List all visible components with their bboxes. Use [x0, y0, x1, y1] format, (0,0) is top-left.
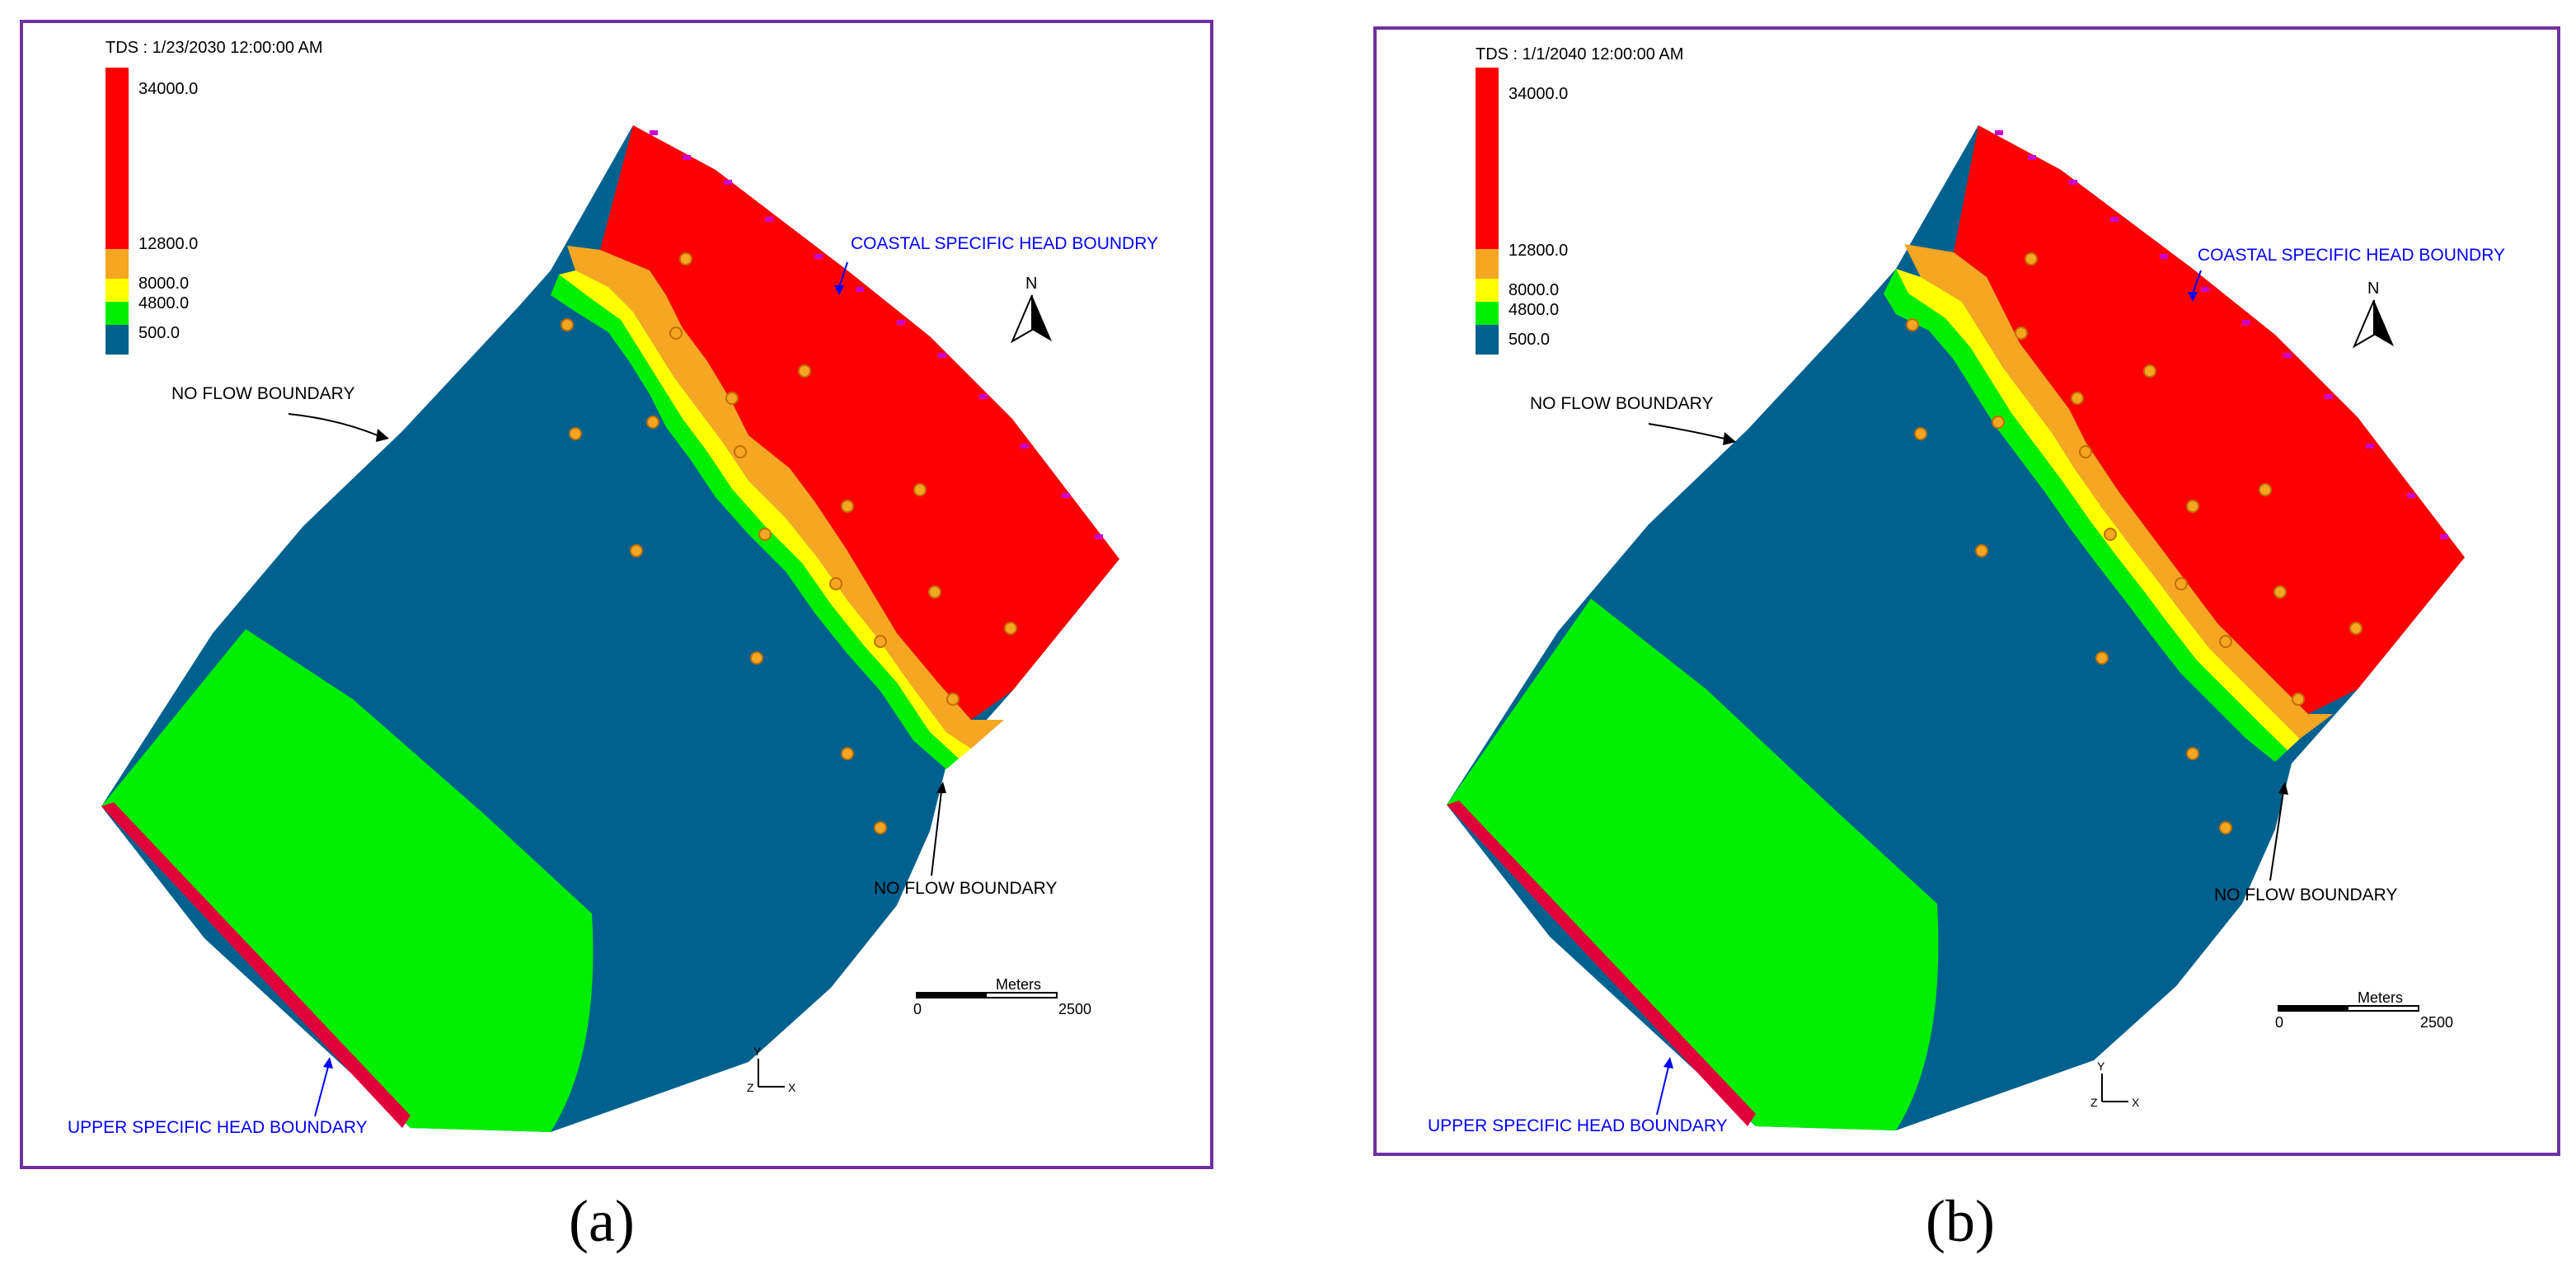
no-flow-arrow-top [288, 413, 378, 436]
axis-y-label: Y [753, 1045, 762, 1058]
green-zone-a [101, 629, 594, 1132]
green-zone-b [1447, 599, 1939, 1130]
transition-orange-a [567, 246, 1004, 749]
axis-triad-icon: Y Z X [747, 1045, 796, 1094]
scale-bar: Meters 0 2500 [913, 976, 1091, 1017]
caption-a: (a) [569, 1188, 635, 1254]
no-flow-arrow-top [1648, 423, 1725, 439]
legend-value: 4800.0 [1509, 301, 1559, 319]
coastal-boundary-label: COASTAL SPECIFIC HEAD BOUNDRY [2198, 246, 2505, 265]
legend-swatch-red [106, 68, 129, 249]
no-flow-arrow-top-head [376, 429, 389, 442]
no-flow-arrow-bottom [2269, 791, 2284, 881]
coastal-boundary-cells-b [1995, 130, 2448, 539]
legend-value: 4800.0 [138, 294, 189, 312]
legend-value: 34000.0 [1509, 85, 1568, 103]
upper-arrow [1656, 1066, 1669, 1116]
no-flow-label-top: NO FLOW BOUNDARY [1530, 394, 1713, 413]
axis-y-label: Y [2097, 1060, 2105, 1073]
tds-legend-a: 34000.0 12800.0 8000.0 4800.0 500.0 [106, 68, 198, 355]
no-flow-arrow-bottom-head [2278, 782, 2288, 795]
caption-b: (b) [1926, 1188, 1995, 1254]
north-label: N [1025, 275, 1037, 293]
scale-bar: Meters 0 2500 [2275, 989, 2453, 1031]
legend-swatch-blue [1476, 325, 1499, 355]
legend-value: 12800.0 [1509, 242, 1568, 260]
map-canvas-b: 34000.0 12800.0 8000.0 4800.0 500.0 TDS … [1428, 45, 2505, 1135]
upper-boundary-label: UPPER SPECIFIC HEAD BOUNDARY [68, 1118, 368, 1137]
map-panel-a: 34000.0 12800.0 8000.0 4800.0 500.0 TDS … [20, 20, 1213, 1169]
no-flow-arrow-top-head [1723, 432, 1736, 445]
transition-yellow-a [559, 270, 971, 759]
legend-value: 500.0 [1509, 331, 1550, 349]
upper-arrow-head [1663, 1057, 1673, 1069]
coastal-arrow-head [2188, 292, 2198, 302]
upper-arrow-head [323, 1057, 333, 1069]
map-canvas-a: 34000.0 12800.0 8000.0 4800.0 500.0 TDS … [68, 39, 1158, 1137]
transition-orange-b [1904, 244, 2333, 739]
legend-swatch-red [1476, 68, 1499, 249]
legend-swatch-yellow [1476, 279, 1499, 302]
legend-value: 12800.0 [138, 235, 198, 253]
no-flow-label-bottom: NO FLOW BOUNDARY [2214, 886, 2397, 904]
scale-unit: Meters [996, 976, 1041, 993]
axis-x-label: X [788, 1081, 796, 1094]
upper-boundary-strip-b [1447, 801, 1756, 1126]
model-domain-b [1447, 125, 2465, 1130]
panel-title: TDS : 1/23/2030 12:00:00 AM [106, 39, 323, 57]
legend-value: 500.0 [138, 324, 180, 342]
scale-unit: Meters [2358, 989, 2403, 1006]
no-flow-arrow-bottom-head [936, 782, 946, 793]
legend-value: 34000.0 [138, 80, 198, 98]
legend-swatch-yellow [106, 279, 129, 302]
no-flow-arrow-bottom [931, 791, 942, 876]
upper-boundary-strip-a [101, 802, 411, 1128]
observation-wells-a [561, 252, 1017, 834]
tds-legend-b: 34000.0 12800.0 8000.0 4800.0 500.0 [1476, 68, 1568, 355]
upper-boundary-label: UPPER SPECIFIC HEAD BOUNDARY [1428, 1116, 1728, 1135]
coastal-boundary-label: COASTAL SPECIFIC HEAD BOUNDRY [851, 234, 1158, 253]
scale-min: 0 [913, 1001, 922, 1017]
coastal-arrow [838, 261, 848, 288]
axis-z-label: Z [2090, 1096, 2098, 1109]
coastal-boundary-cells-a [650, 130, 1103, 539]
transition-green-b [1884, 269, 2287, 762]
observation-wells-b [1906, 252, 2363, 834]
scale-max: 2500 [2420, 1014, 2453, 1031]
upper-arrow [314, 1066, 329, 1117]
saline-wedge-b [1954, 125, 2465, 714]
legend-swatch-blue [106, 325, 129, 355]
north-arrow-icon: N [1010, 275, 1052, 344]
north-label: N [2367, 280, 2379, 298]
coastal-arrow-head [834, 285, 844, 295]
axis-z-label: Z [747, 1081, 754, 1094]
legend-swatch-green [106, 302, 129, 325]
legend-value: 8000.0 [1509, 281, 1559, 299]
transition-yellow-b [1896, 269, 2300, 750]
legend-swatch-green [1476, 302, 1499, 325]
no-flow-label-top: NO FLOW BOUNDARY [171, 384, 354, 403]
scale-max: 2500 [1058, 1001, 1091, 1017]
scale-min: 0 [2275, 1014, 2283, 1031]
transition-green-a [551, 275, 959, 769]
panel-title: TDS : 1/1/2040 12:00:00 AM [1476, 45, 1683, 63]
no-flow-label-bottom: NO FLOW BOUNDARY [874, 879, 1057, 898]
map-panel-b: 34000.0 12800.0 8000.0 4800.0 500.0 TDS … [1373, 26, 2560, 1156]
legend-swatch-orange [106, 249, 129, 279]
legend-value: 8000.0 [138, 275, 189, 293]
axis-x-label: X [2132, 1096, 2140, 1109]
north-arrow-icon: N [2352, 280, 2394, 349]
axis-triad-icon: Y Z X [2090, 1060, 2140, 1109]
model-domain-a [101, 125, 1119, 1132]
legend-swatch-orange [1476, 249, 1499, 279]
coastal-arrow [2192, 270, 2202, 294]
saline-wedge-a [600, 125, 1119, 720]
